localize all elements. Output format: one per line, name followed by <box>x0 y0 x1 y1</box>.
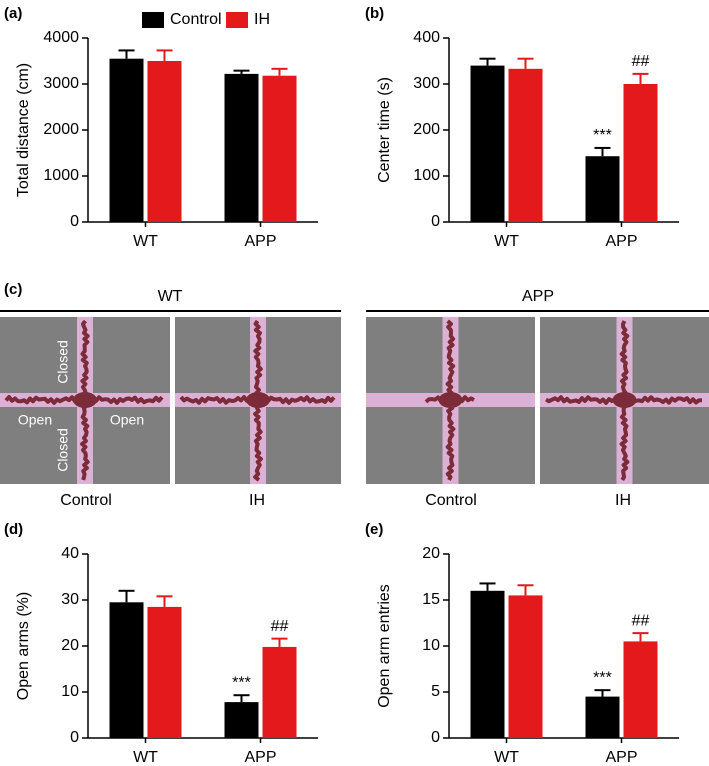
x-tick-label: WT <box>494 749 519 766</box>
arm-label: Open <box>110 412 144 428</box>
error-bar <box>517 57 534 69</box>
error-bar <box>632 72 649 84</box>
error-bar <box>271 67 288 76</box>
panel-label: (c) <box>4 281 22 298</box>
bar <box>470 590 505 738</box>
maze-track <box>73 392 97 408</box>
y-tick-label: 0 <box>431 213 440 230</box>
y-axis-label: Open arm entries <box>376 584 393 708</box>
y-tick-label: 20 <box>61 637 79 654</box>
bar <box>147 606 182 738</box>
x-tick-label: WT <box>133 749 158 766</box>
y-axis-label: Open arms (%) <box>15 592 32 700</box>
bar <box>585 696 620 738</box>
arm-label: Closed <box>55 428 71 472</box>
y-tick-label: 200 <box>413 121 440 138</box>
x-tick-label: APP <box>605 749 637 766</box>
y-tick-label: 1000 <box>43 167 79 184</box>
y-tick-label: 0 <box>431 729 440 746</box>
significance-label: *** <box>593 127 612 144</box>
y-tick-label: 40 <box>61 545 79 562</box>
maze-track <box>246 392 270 408</box>
x-tick-label: WT <box>494 233 519 250</box>
maze-track <box>612 392 637 408</box>
significance-label: ## <box>632 612 650 629</box>
y-tick-label: 4000 <box>43 29 79 46</box>
condition-label: IH <box>249 492 265 509</box>
y-tick-label: 300 <box>413 75 440 92</box>
panel-label: (e) <box>365 521 383 538</box>
x-tick-label: APP <box>605 233 637 250</box>
bar <box>623 641 658 738</box>
y-tick-label: 0 <box>70 729 79 746</box>
panel-label: (d) <box>4 521 23 538</box>
panel-label: (b) <box>365 5 384 22</box>
bar <box>262 646 297 738</box>
x-tick-label: WT <box>133 233 158 250</box>
bar <box>224 702 259 738</box>
y-tick-label: 400 <box>413 29 440 46</box>
bar <box>147 61 182 222</box>
arm-label: Closed <box>55 340 71 384</box>
error-bar <box>479 582 496 591</box>
error-bar <box>118 49 135 59</box>
bar <box>470 65 505 222</box>
error-bar <box>594 146 611 157</box>
significance-label: ## <box>632 53 650 70</box>
arm-label: Open <box>18 412 52 428</box>
y-tick-label: 100 <box>413 167 440 184</box>
bar <box>508 68 543 222</box>
error-bar <box>517 584 534 596</box>
legend-swatch <box>226 12 248 28</box>
y-tick-label: 20 <box>422 545 440 562</box>
significance-label: ## <box>271 618 289 635</box>
bar <box>262 75 297 222</box>
x-tick-label: APP <box>244 233 276 250</box>
error-bar <box>118 589 135 603</box>
y-tick-label: 5 <box>431 683 440 700</box>
legend-label: Control <box>170 11 222 28</box>
y-tick-label: 15 <box>422 591 440 608</box>
error-bar <box>156 595 173 607</box>
y-tick-label: 3000 <box>43 75 79 92</box>
y-tick-label: 10 <box>422 637 440 654</box>
bar <box>508 595 543 738</box>
error-bar <box>479 57 496 66</box>
y-tick-label: 30 <box>61 591 79 608</box>
y-axis-label: Total distance (cm) <box>15 63 32 197</box>
condition-label: IH <box>615 492 631 509</box>
error-bar <box>271 637 288 647</box>
legend-swatch <box>142 12 164 28</box>
y-tick-label: 2000 <box>43 121 79 138</box>
y-axis-label: Center time (s) <box>376 77 393 183</box>
significance-label: *** <box>232 674 251 691</box>
maze-track <box>438 392 463 408</box>
y-tick-label: 10 <box>61 683 79 700</box>
bar <box>224 73 259 222</box>
bar <box>623 84 658 222</box>
y-tick-label: 0 <box>70 213 79 230</box>
x-tick-label: APP <box>244 749 276 766</box>
bar <box>109 602 144 738</box>
error-bar <box>233 694 250 703</box>
group-title: APP <box>522 288 554 305</box>
error-bar <box>156 49 173 61</box>
error-bar <box>594 689 611 697</box>
condition-label: Control <box>425 492 477 509</box>
error-bar <box>632 632 649 642</box>
group-title: WT <box>158 288 183 305</box>
bar <box>109 58 144 223</box>
bar <box>585 156 620 222</box>
significance-label: *** <box>593 669 612 686</box>
panel-label: (a) <box>4 5 22 22</box>
legend-label: IH <box>254 11 270 28</box>
condition-label: Control <box>60 492 112 509</box>
error-bar <box>233 69 250 74</box>
